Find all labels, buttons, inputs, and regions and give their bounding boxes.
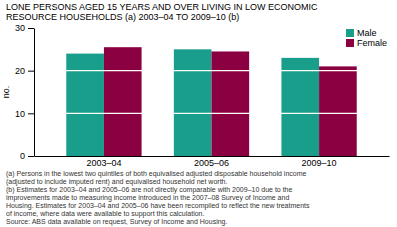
bar [212,51,250,156]
bar [174,49,212,156]
x-tick-label: 2005–06 [194,158,229,168]
y-tick: 20 [15,66,34,76]
title-line: LONE PERSONS AGED 15 YEARS AND OVER LIVI… [6,2,318,12]
y-axis-title: no. [1,86,11,99]
chart: LONE PERSONS AGED 15 YEARS AND OVER LIVI… [0,0,397,227]
bar [104,47,142,156]
y-tick-mark [28,71,34,72]
y-axis: 0 10 20 30 [15,23,35,161]
y-tick: 10 [15,109,34,119]
bar-series [104,47,357,156]
footnote: (adjusted to include imputed rent) and e… [6,178,227,186]
x-tick: 2009–10 [302,156,337,168]
grid-line [34,113,389,114]
y-tick: 0 [20,151,34,161]
legend-label: Male [357,28,377,38]
y-tick-mark [28,28,34,29]
y-tick-mark [28,113,34,114]
y-axis-line [34,29,35,157]
y-tick-label: 0 [20,151,25,161]
grid-line [34,70,389,71]
x-tick-label: 2003–04 [86,158,121,168]
x-tick-label: 2009–10 [302,158,337,168]
legend-label: Female [357,38,387,48]
y-tick-label: 10 [15,109,25,119]
footnote: of income, where data were available to … [6,210,204,218]
x-tick: 2003–04 [86,156,121,168]
legend-swatch [346,29,354,37]
legend: MaleFemale [346,28,387,48]
y-tick-label: 20 [15,66,25,76]
footnote: (b) Estimates for 2003–04 and 2005–06 ar… [6,186,293,194]
x-axis-line [35,156,390,157]
footnote: improvements made to measuring income in… [6,194,289,202]
legend-swatch [346,39,354,47]
title-line: RESOURCE HOUSEHOLDS (a) 2003–04 TO 2009–… [6,12,239,22]
title: LONE PERSONS AGED 15 YEARS AND OVER LIVI… [6,2,318,22]
y-tick-label: 30 [15,23,25,33]
plot-area [34,47,389,156]
grid [34,71,389,114]
x-axis: 2003–04 2005–06 2009–10 [35,156,390,168]
legend-item: Male [346,28,377,38]
bar [281,58,319,156]
footnotes: (a) Persons in the lowest two quintiles … [6,170,310,226]
legend-item: Female [346,38,387,48]
footnote: (a) Persons in the lowest two quintiles … [6,170,307,178]
x-tick: 2005–06 [194,156,229,168]
y-tick: 30 [15,23,34,33]
bar [319,66,357,156]
footnote: Housing. Estimates for 2003–04 and 2005–… [6,202,310,210]
y-tick-mark [28,156,34,157]
bar [66,54,104,156]
footnote: Source: ABS data available on request, S… [6,218,227,226]
